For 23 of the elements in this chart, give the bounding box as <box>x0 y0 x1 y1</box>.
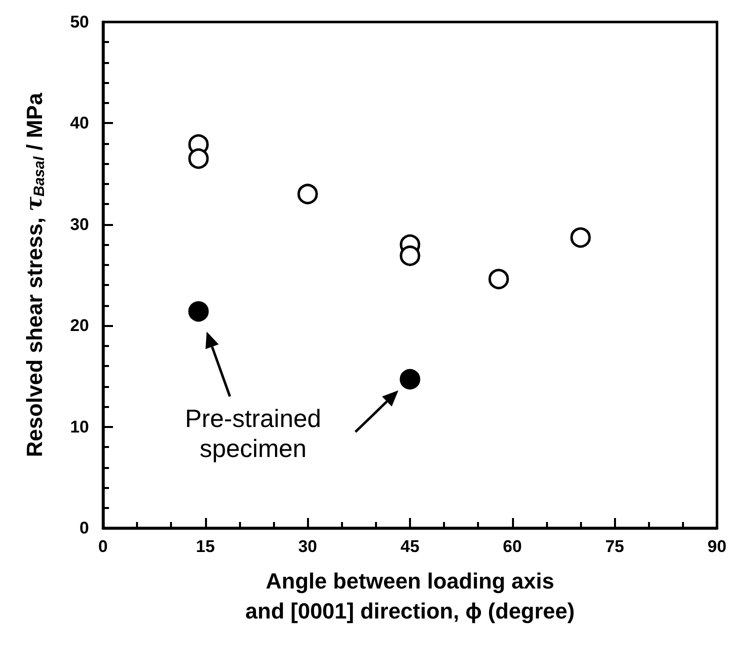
x-tick-label: 60 <box>502 537 522 556</box>
point <box>570 227 591 248</box>
annotation: Pre-strained specimen <box>185 404 322 463</box>
y-axis-title: Resolved shear stress, τBasal / MPa <box>22 92 48 458</box>
point <box>297 184 318 204</box>
point <box>400 368 420 390</box>
y-tick-label: 20 <box>70 316 89 336</box>
y-tick-label: 30 <box>70 214 89 234</box>
point <box>188 148 209 169</box>
x-axis-title: Angle between loading axis and [0001] direction, ϕ (degree) <box>245 568 575 624</box>
y-tick-label: 40 <box>70 114 89 133</box>
point <box>488 268 509 290</box>
x-tick-label: 0 <box>98 537 108 556</box>
y-tick-label: 50 <box>70 12 89 32</box>
x-tick-label: 30 <box>298 537 318 556</box>
x-tick-label: 15 <box>196 537 215 556</box>
x-tick-label: 75 <box>605 537 624 556</box>
point <box>188 301 209 322</box>
x-tick-label: 45 <box>400 537 420 556</box>
x-tick-label: 90 <box>708 537 726 556</box>
y-tick-label: 10 <box>70 417 89 436</box>
point <box>400 246 420 266</box>
y-tick-label: 0 <box>80 518 89 538</box>
